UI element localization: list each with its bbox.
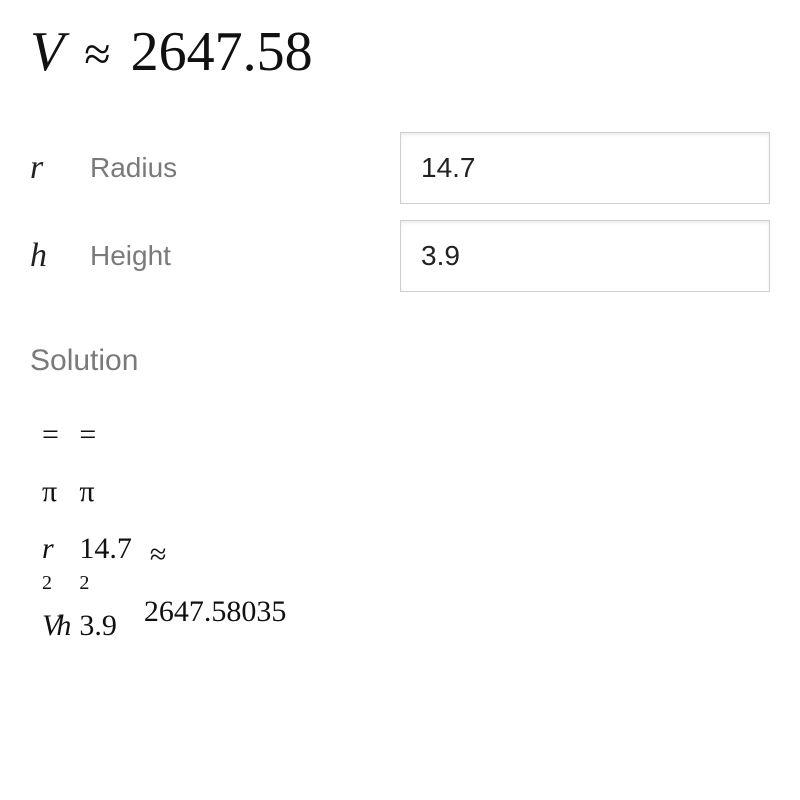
result-line: V ≈ 2647.58 (30, 20, 770, 84)
exponent-2: 2 (42, 571, 67, 595)
pi-symbol: π (42, 463, 67, 520)
pi-symbol-2: π (79, 463, 132, 520)
height-row: h Height (30, 220, 770, 292)
solution-label: Solution (30, 344, 770, 378)
approx-sign-2: ≈ (150, 526, 287, 583)
r-value: 14.7 (79, 520, 132, 577)
result-symbol: V (30, 20, 64, 84)
approx-sign: ≈ (84, 27, 110, 82)
height-input[interactable] (400, 220, 770, 292)
solution-steps: = π r 2 Vh = π 14.7 2 3.9 ≈ 2647.58035 (30, 406, 770, 654)
height-symbol: h (30, 237, 90, 275)
radius-input[interactable] (400, 132, 770, 204)
eq-sign-2: = (79, 406, 132, 463)
h-value: 3.9 (79, 597, 132, 654)
exponent-2b: 2 (79, 571, 132, 595)
vh-symbol: Vh (42, 597, 67, 654)
eq-sign: = (42, 406, 67, 463)
solution-col-2: = π 14.7 2 3.9 (79, 406, 132, 654)
radius-row: r Radius (30, 132, 770, 204)
result-value: 2647.58 (131, 20, 313, 84)
r-symbol: r (42, 520, 67, 577)
radius-symbol: r (30, 149, 90, 187)
solution-col-3: ≈ 2647.58035 (144, 406, 287, 640)
calculator-view: V ≈ 2647.58 r Radius h Height Solution =… (0, 0, 800, 684)
full-result: 2647.58035 (144, 583, 287, 640)
height-label: Height (90, 240, 400, 272)
radius-label: Radius (90, 152, 400, 184)
solution-col-1: = π r 2 Vh (42, 406, 67, 654)
